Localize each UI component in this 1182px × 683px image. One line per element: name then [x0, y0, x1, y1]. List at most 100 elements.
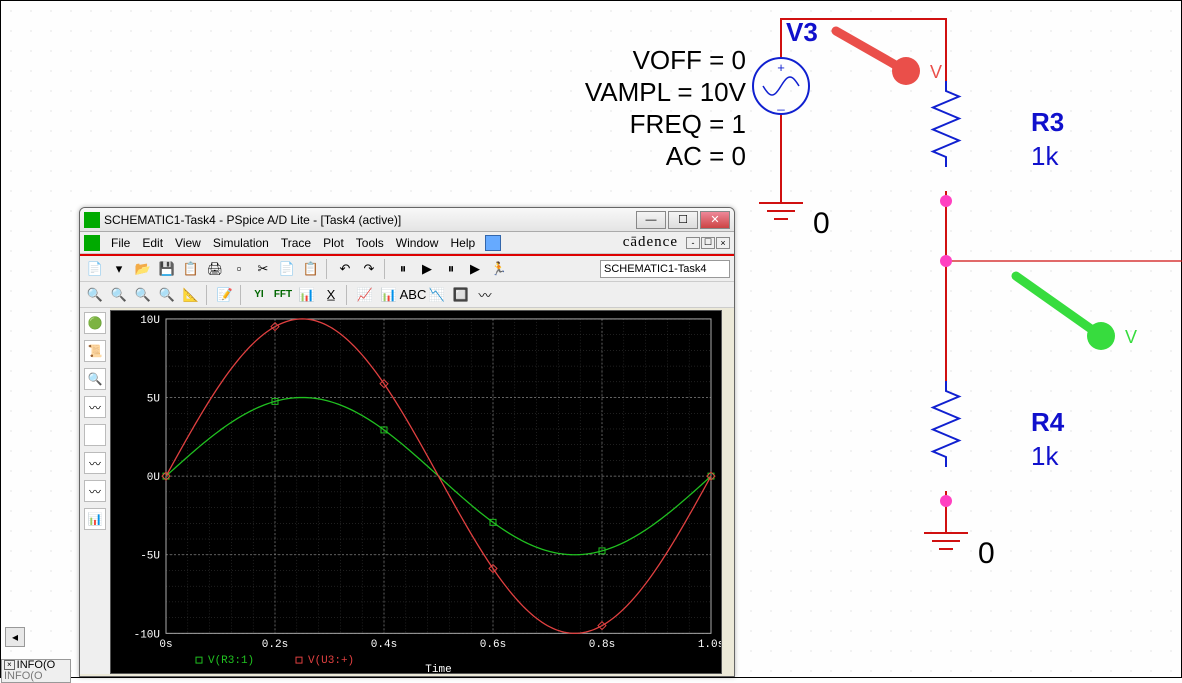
scroll-left-button[interactable]: ◂: [5, 627, 25, 647]
side-button[interactable]: 〰: [84, 396, 106, 418]
toolbar2-button[interactable]: FFT: [272, 284, 294, 306]
toolbar2-button[interactable]: 🔲: [450, 284, 472, 306]
toolbar2-button[interactable]: 🔍: [108, 284, 130, 306]
toolbar-second[interactable]: 🔍🔍🔍🔍📐📝YIFFT📊X̲📈📊ABC📉🔲〰: [80, 282, 734, 308]
toolbar2-button[interactable]: 🔍: [156, 284, 178, 306]
toolbar2-button[interactable]: X̲: [320, 284, 342, 306]
svg-text:0U: 0U: [147, 472, 160, 484]
toolbar-button[interactable]: 📄: [276, 258, 298, 280]
toolbar-button[interactable]: ⏸: [440, 258, 462, 280]
svg-text:0: 0: [813, 207, 830, 240]
svg-text:1k: 1k: [1031, 141, 1059, 171]
svg-text:0.8s: 0.8s: [589, 639, 615, 651]
toolbar2-button[interactable]: 📊: [296, 284, 318, 306]
svg-text:V(R3:1): V(R3:1): [208, 655, 254, 667]
info-panel: × INFO(O INFO(O: [1, 659, 71, 683]
cadence-logo: cādence: [623, 234, 678, 251]
svg-text:V: V: [1125, 327, 1137, 347]
svg-text:Time: Time: [425, 664, 451, 673]
toolbar-button[interactable]: 📄: [84, 258, 106, 280]
toolbar-button[interactable]: 🏃: [488, 258, 510, 280]
svg-text:AC = 0: AC = 0: [666, 141, 746, 171]
toolbar-button[interactable]: ▶: [416, 258, 438, 280]
menu-tools[interactable]: Tools: [350, 235, 390, 251]
help-icon[interactable]: [485, 235, 501, 251]
menu-icon: [84, 235, 100, 251]
toolbar-button[interactable]: ▫: [228, 258, 250, 280]
toolbar2-button[interactable]: 🔍: [84, 284, 106, 306]
svg-text:0.4s: 0.4s: [371, 639, 397, 651]
side-button[interactable]: 〰: [84, 452, 106, 474]
svg-text:1.0s: 1.0s: [698, 639, 721, 651]
toolbar-button[interactable]: 📋: [180, 258, 202, 280]
menu-plot[interactable]: Plot: [317, 235, 350, 251]
toolbar2-button[interactable]: 📊: [378, 284, 400, 306]
maximize-button[interactable]: ☐: [668, 211, 698, 229]
side-toolbar[interactable]: 🟢📜🔍〰〰〰📊: [80, 308, 110, 674]
svg-text:+: +: [777, 60, 785, 75]
info-close-icon[interactable]: ×: [4, 660, 15, 670]
menu-help[interactable]: Help: [444, 235, 481, 251]
menu-edit[interactable]: Edit: [136, 235, 169, 251]
toolbar-button[interactable]: 🖨: [204, 258, 226, 280]
toolbar2-button[interactable]: 🔍: [132, 284, 154, 306]
pspice-window[interactable]: SCHEMATIC1-Task4 - PSpice A/D Lite - [Ta…: [79, 207, 735, 677]
toolbar-button[interactable]: 💾: [156, 258, 178, 280]
side-button[interactable]: 〰: [84, 480, 106, 502]
toolbar2-button[interactable]: ABC: [402, 284, 424, 306]
titlebar[interactable]: SCHEMATIC1-Task4 - PSpice A/D Lite - [Ta…: [80, 208, 734, 232]
window-title: SCHEMATIC1-Task4 - PSpice A/D Lite - [Ta…: [104, 213, 636, 227]
svg-text:0: 0: [978, 537, 995, 570]
svg-text:0s: 0s: [159, 639, 172, 651]
svg-text:V: V: [930, 62, 942, 82]
minimize-button[interactable]: —: [636, 211, 666, 229]
svg-text:R4: R4: [1031, 407, 1065, 437]
toolbar-button[interactable]: ▶: [464, 258, 486, 280]
toolbar-button[interactable]: ⏸: [392, 258, 414, 280]
menu-window[interactable]: Window: [390, 235, 445, 251]
toolbar-button[interactable]: 📂: [132, 258, 154, 280]
svg-text:1k: 1k: [1031, 441, 1059, 471]
app-icon: [84, 212, 100, 228]
close-button[interactable]: ✕: [700, 211, 730, 229]
toolbar2-button[interactable]: 📐: [180, 284, 202, 306]
side-button[interactable]: 🔍: [84, 368, 106, 390]
toolbar2-button[interactable]: 〰: [474, 284, 496, 306]
menu-trace[interactable]: Trace: [275, 235, 317, 251]
info-line-2: INFO(O: [4, 670, 43, 682]
side-button[interactable]: [84, 424, 106, 446]
svg-text:R3: R3: [1031, 107, 1064, 137]
side-button[interactable]: 📊: [84, 508, 106, 530]
toolbar2-button[interactable]: 📉: [426, 284, 448, 306]
side-button[interactable]: 🟢: [84, 312, 106, 334]
svg-text:5U: 5U: [147, 394, 160, 406]
schematic-name-box[interactable]: SCHEMATIC1-Task4: [600, 260, 730, 278]
svg-text:V3: V3: [786, 17, 818, 47]
menu-simulation[interactable]: Simulation: [207, 235, 275, 251]
svg-text:VAMPL = 10V: VAMPL = 10V: [585, 77, 747, 107]
menubar[interactable]: FileEditViewSimulationTracePlotToolsWind…: [80, 232, 734, 254]
mdi-buttons[interactable]: -☐×: [686, 237, 730, 249]
toolbar-button[interactable]: ↶: [334, 258, 356, 280]
toolbar2-button[interactable]: 📝: [214, 284, 236, 306]
svg-text:VOFF = 0: VOFF = 0: [633, 45, 746, 75]
svg-text:10U: 10U: [140, 315, 160, 327]
svg-text:FREQ = 1: FREQ = 1: [630, 109, 746, 139]
plot-area[interactable]: 10U 5U 0U -5U -10U0s 0.2s 0.4s 0.6s 0.8s 1.0s V(R3…: [110, 310, 722, 674]
toolbar-button[interactable]: ✂: [252, 258, 274, 280]
svg-text:-5U: -5U: [140, 551, 160, 563]
svg-text:-10U: -10U: [134, 629, 160, 641]
toolbar-button[interactable]: ▾: [108, 258, 130, 280]
toolbar2-button[interactable]: 📈: [354, 284, 376, 306]
svg-text:V(U3:+): V(U3:+): [308, 655, 354, 667]
svg-text:0.6s: 0.6s: [480, 639, 506, 651]
svg-text:0.2s: 0.2s: [262, 639, 288, 651]
svg-text:_: _: [776, 96, 785, 111]
toolbar-main[interactable]: 📄▾📂💾📋🖨▫✂📄📋↶↷⏸▶⏸▶🏃SCHEMATIC1-Task4: [80, 256, 734, 282]
toolbar2-button[interactable]: YI: [248, 284, 270, 306]
menu-view[interactable]: View: [169, 235, 207, 251]
side-button[interactable]: 📜: [84, 340, 106, 362]
menu-file[interactable]: File: [105, 235, 136, 251]
toolbar-button[interactable]: ↷: [358, 258, 380, 280]
toolbar-button[interactable]: 📋: [300, 258, 322, 280]
